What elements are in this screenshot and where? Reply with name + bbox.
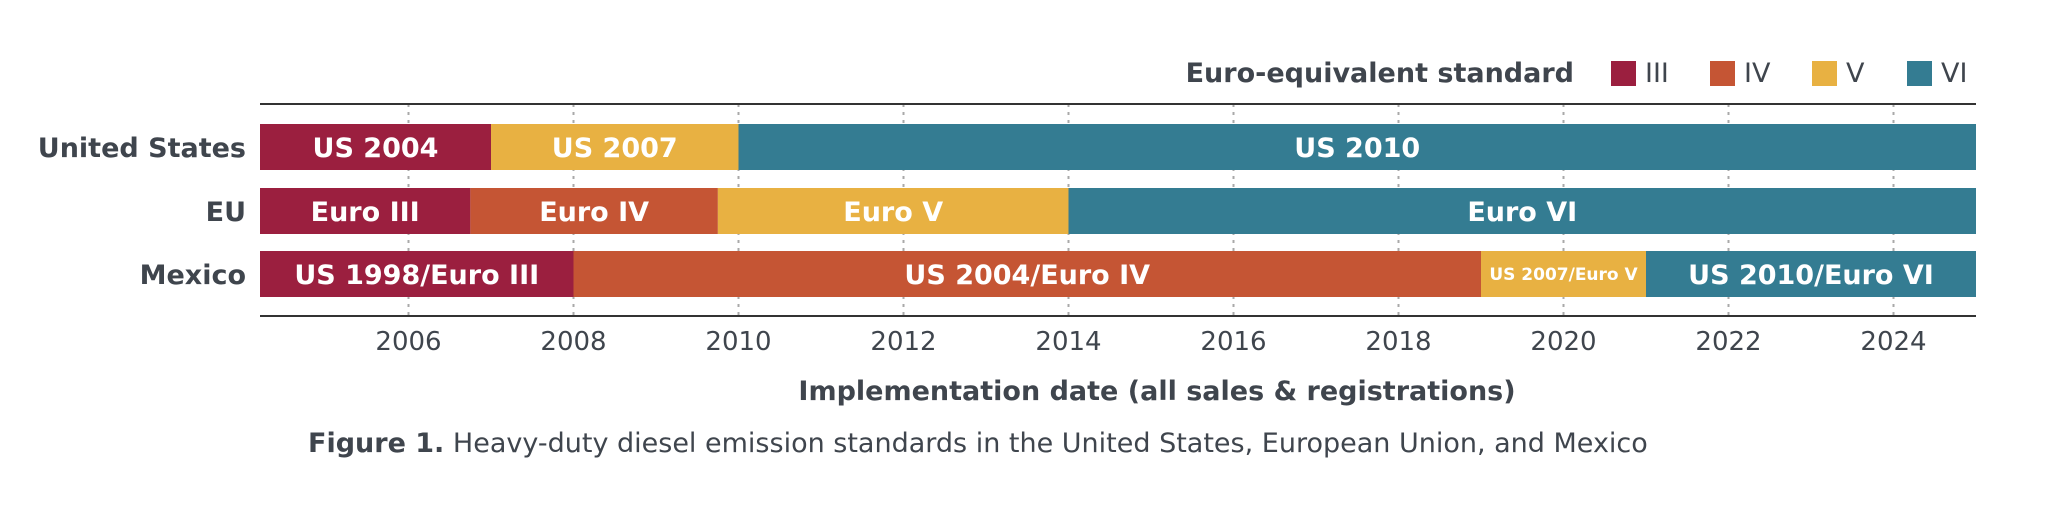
bar-label-eu-3: Euro VI	[1467, 197, 1577, 228]
row-labels: United States EU Mexico	[38, 133, 246, 291]
x-tick-label-2024: 2024	[1860, 327, 1926, 357]
bar-segment-eu-2	[717, 188, 1069, 234]
bar-label-mexico-2: US 2007/Euro V	[1489, 265, 1638, 285]
x-tick-label-2018: 2018	[1365, 327, 1431, 357]
bar-label-eu-0: Euro III	[311, 197, 420, 228]
row-label-united-states: United States	[38, 133, 246, 164]
x-axis-label: Implementation date (all sales & registr…	[798, 376, 1515, 407]
bar-segment-mexico-0	[260, 251, 574, 297]
x-tick-label-2006: 2006	[375, 327, 441, 357]
legend-label-v: V	[1846, 58, 1865, 89]
caption-label: Figure 1.	[308, 428, 445, 459]
bar-label-mexico-1: US 2004/Euro IV	[904, 260, 1150, 291]
legend: Euro-equivalent standard III IV V VI	[1186, 58, 1968, 89]
timeline-bars: US 2004 US 2007 US 2010 Euro III Euro IV Euro…	[260, 124, 1976, 297]
x-tick-label-2010: 2010	[705, 327, 771, 357]
bar-label-mexico-0: US 1998/Euro III	[294, 260, 539, 291]
legend-label-iii: III	[1645, 58, 1669, 89]
bar-segment-eu-1	[470, 188, 718, 234]
bar-segment-united-states-0	[260, 124, 491, 170]
bar-segment-mexico-3	[1646, 251, 1976, 297]
x-tick-label-2016: 2016	[1200, 327, 1266, 357]
legend-title: Euro-equivalent standard	[1186, 58, 1574, 89]
bar-label-mexico-3: US 2010/Euro VI	[1688, 260, 1934, 291]
figure-caption: Figure 1. Heavy-duty diesel emission sta…	[308, 428, 1648, 459]
bar-segment-eu-3	[1068, 188, 1976, 234]
legend-swatch-iv	[1710, 61, 1735, 86]
bar-segment-united-states-1	[491, 124, 739, 170]
row-label-eu: EU	[206, 197, 246, 228]
caption-text: Heavy-duty diesel emission standards in …	[452, 428, 1648, 459]
legend-swatch-iii	[1611, 61, 1636, 86]
x-tick-label-2022: 2022	[1695, 327, 1761, 357]
legend-label-vi: VI	[1941, 58, 1967, 89]
x-tick-label-2012: 2012	[870, 327, 936, 357]
bar-segment-united-states-2	[738, 124, 1976, 170]
bar-label-united-states-2: US 2010	[1294, 133, 1420, 164]
x-tick-label-2008: 2008	[540, 327, 606, 357]
bar-label-eu-1: Euro IV	[539, 197, 649, 228]
bar-label-united-states-0: US 2004	[313, 133, 439, 164]
legend-swatch-v	[1812, 61, 1837, 86]
legend-swatch-vi	[1907, 61, 1932, 86]
bar-label-united-states-1: US 2007	[552, 133, 678, 164]
row-label-mexico: Mexico	[140, 260, 246, 291]
bar-segment-eu-0	[260, 188, 471, 234]
x-tick-label-2020: 2020	[1530, 327, 1596, 357]
bar-label-eu-2: Euro V	[843, 197, 943, 228]
legend-label-iv: IV	[1744, 58, 1771, 89]
x-axis-ticks: 2006 2008 2010 2012 2014 2016 2018 2020 2022 2024	[375, 327, 1926, 357]
bar-segment-mexico-2	[1481, 251, 1646, 297]
bar-segment-mexico-1	[573, 251, 1481, 297]
x-tick-label-2014: 2014	[1035, 327, 1101, 357]
